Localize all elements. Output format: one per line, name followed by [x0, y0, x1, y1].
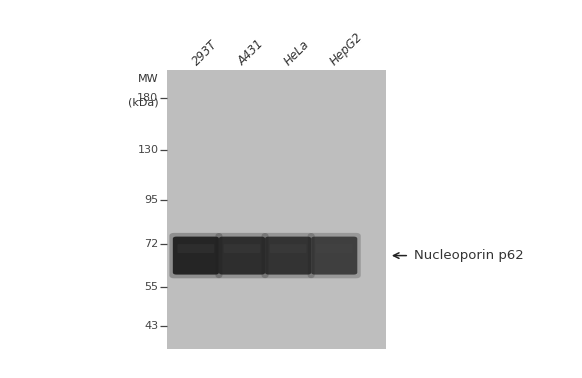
Text: 293T: 293T: [190, 38, 220, 68]
Text: 95: 95: [144, 195, 158, 205]
Bar: [167, 70, 386, 349]
FancyBboxPatch shape: [311, 237, 357, 274]
FancyBboxPatch shape: [169, 233, 222, 278]
FancyBboxPatch shape: [308, 233, 361, 278]
Text: HeLa: HeLa: [282, 38, 312, 68]
FancyBboxPatch shape: [269, 244, 307, 253]
Text: (kDa): (kDa): [128, 98, 158, 108]
Text: A431: A431: [236, 37, 267, 68]
Text: 180: 180: [137, 93, 158, 103]
Text: 130: 130: [137, 145, 158, 155]
FancyBboxPatch shape: [215, 233, 268, 278]
Text: HepG2: HepG2: [328, 30, 365, 68]
Text: Nucleoporin p62: Nucleoporin p62: [414, 249, 524, 262]
FancyBboxPatch shape: [316, 244, 353, 253]
FancyBboxPatch shape: [219, 237, 265, 274]
FancyBboxPatch shape: [223, 244, 261, 253]
FancyBboxPatch shape: [265, 237, 311, 274]
FancyBboxPatch shape: [173, 237, 219, 274]
FancyBboxPatch shape: [178, 244, 214, 253]
Text: 55: 55: [144, 282, 158, 292]
Text: 72: 72: [144, 239, 158, 249]
Text: MW: MW: [138, 74, 158, 84]
FancyBboxPatch shape: [261, 233, 315, 278]
Text: 43: 43: [144, 321, 158, 332]
